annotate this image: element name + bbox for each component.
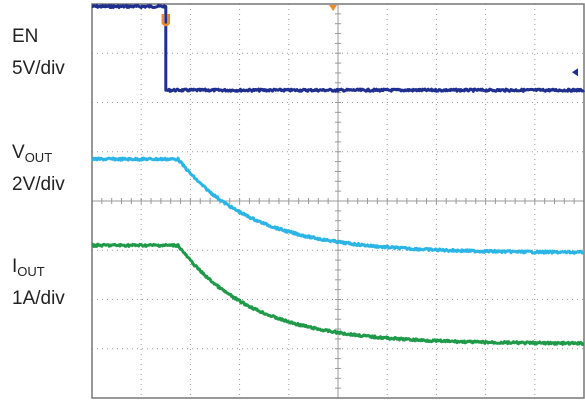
iout-label: IOUT (12, 256, 45, 283)
iout-main: I (12, 256, 18, 277)
iout-sub: OUT (17, 264, 45, 279)
en-label: EN (12, 26, 38, 48)
iout-scale: 1A/div (12, 288, 65, 309)
en-scale-label: 5V/div (12, 58, 65, 80)
iout-scale-label: 1A/div (12, 288, 65, 310)
level-marker-icon (572, 68, 578, 77)
vout-main: V (12, 142, 25, 163)
vout-sub: OUT (24, 150, 53, 165)
trace-vout (91, 156, 585, 255)
trace-en (91, 3, 585, 93)
vout-scale: 2V/div (12, 174, 65, 195)
en-scale: 5V/div (12, 58, 65, 79)
trace-iout (91, 242, 585, 346)
time-marker-icon (329, 5, 338, 11)
en-name: EN (12, 26, 39, 47)
vout-label: VOUT (12, 142, 52, 169)
vout-scale-label: 2V/div (12, 174, 65, 196)
trigger-marker-icon (161, 14, 171, 27)
plot-frame (91, 3, 585, 399)
